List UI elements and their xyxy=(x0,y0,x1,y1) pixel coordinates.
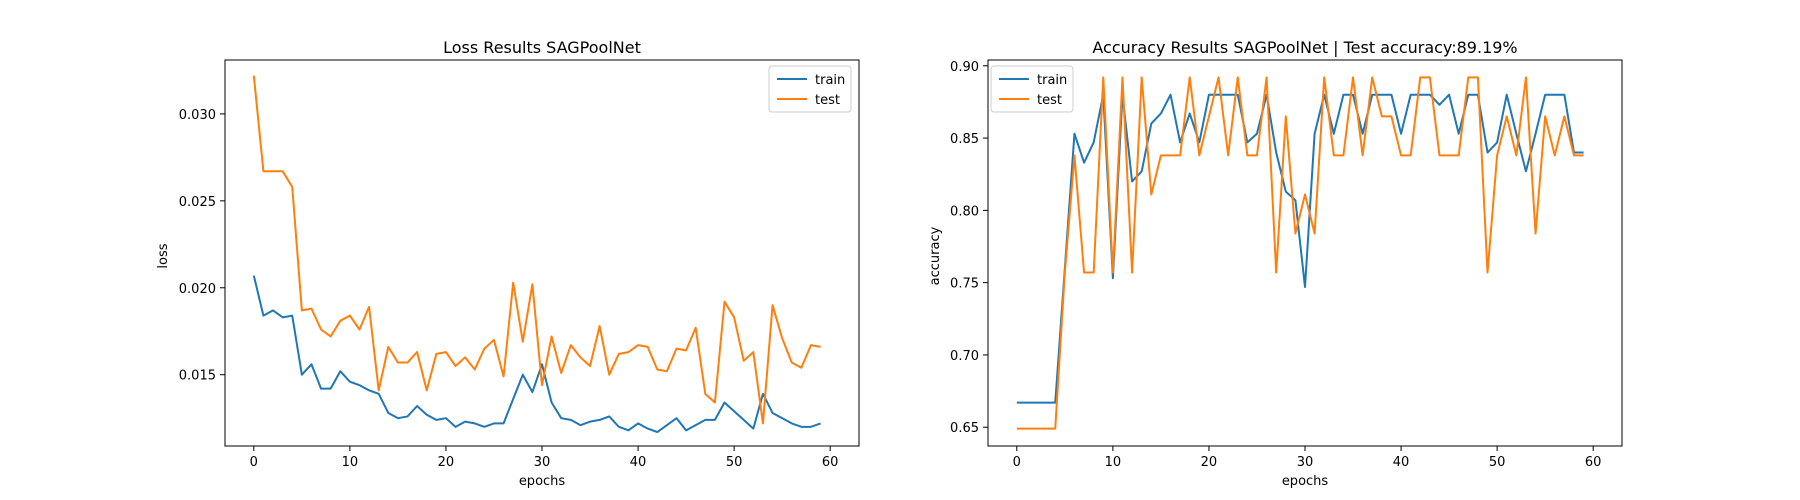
accuracy-legend-test-label: test xyxy=(1037,93,1062,108)
loss-chart-x-axis-label: epochs xyxy=(519,474,566,489)
loss-x-tick-label: 0 xyxy=(250,455,258,470)
accuracy-test-line xyxy=(1016,76,1584,430)
loss-x-tick-label: 30 xyxy=(534,455,551,470)
loss-chart: Loss Results SAGPoolNet epochs loss 0 10 2… xyxy=(156,38,860,489)
loss-chart-legend: train test xyxy=(768,65,852,113)
loss-y-tick-label: 0.025 xyxy=(179,195,216,210)
loss-test-line xyxy=(252,75,821,425)
loss-x-tick-label: 20 xyxy=(438,455,455,470)
loss-chart-y-axis-label: loss xyxy=(156,243,171,268)
loss-chart-ticks: 0 10 20 30 40 50 60 0.015 0.020 0.025 0.030 xyxy=(179,108,839,470)
accuracy-chart-ticks: 0 10 20 30 40 50 60 0.65 0.70 0.75 0.80 0.85 0.90 xyxy=(950,60,1601,470)
loss-y-tick-label: 0.015 xyxy=(179,369,216,384)
accuracy-x-tick-label: 20 xyxy=(1201,455,1218,470)
accuracy-chart-legend-box xyxy=(990,65,1074,113)
accuracy-chart: Accuracy Results SAGPoolNet | Test accur… xyxy=(928,38,1623,489)
accuracy-y-tick-label: 0.70 xyxy=(950,349,979,364)
loss-legend-test-label: test xyxy=(815,93,840,108)
accuracy-x-tick-label: 50 xyxy=(1489,455,1506,470)
accuracy-y-tick-label: 0.65 xyxy=(950,421,979,436)
loss-x-tick-label: 10 xyxy=(342,455,359,470)
loss-y-tick-label: 0.020 xyxy=(179,282,216,297)
loss-train-line xyxy=(252,275,821,434)
accuracy-chart-frame xyxy=(987,59,1623,447)
accuracy-y-tick-label: 0.80 xyxy=(950,204,979,219)
accuracy-chart-x-axis-label: epochs xyxy=(1282,474,1329,489)
loss-chart-lines xyxy=(252,75,821,434)
accuracy-legend-train-label: train xyxy=(1037,73,1067,88)
accuracy-x-tick-label: 30 xyxy=(1297,455,1314,470)
loss-x-tick-label: 40 xyxy=(630,455,647,470)
accuracy-x-tick-label: 10 xyxy=(1105,455,1122,470)
loss-y-tick-label: 0.030 xyxy=(179,108,216,123)
accuracy-x-tick-label: 0 xyxy=(1013,455,1021,470)
accuracy-y-tick-label: 0.85 xyxy=(950,132,979,147)
loss-x-tick-label: 60 xyxy=(822,455,839,470)
accuracy-x-tick-label: 60 xyxy=(1585,455,1602,470)
loss-legend-train-label: train xyxy=(815,73,845,88)
loss-chart-frame xyxy=(224,59,860,447)
accuracy-chart-lines xyxy=(1016,76,1584,430)
loss-chart-title: Loss Results SAGPoolNet xyxy=(443,38,641,57)
accuracy-y-tick-label: 0.90 xyxy=(950,60,979,75)
loss-chart-legend-box xyxy=(768,65,852,113)
accuracy-chart-title: Accuracy Results SAGPoolNet | Test accur… xyxy=(1092,38,1517,57)
accuracy-y-tick-label: 0.75 xyxy=(950,277,979,292)
loss-x-tick-label: 50 xyxy=(726,455,743,470)
accuracy-chart-legend: train test xyxy=(990,65,1074,113)
accuracy-chart-y-axis-label: accuracy xyxy=(928,226,943,285)
accuracy-x-tick-label: 40 xyxy=(1393,455,1410,470)
